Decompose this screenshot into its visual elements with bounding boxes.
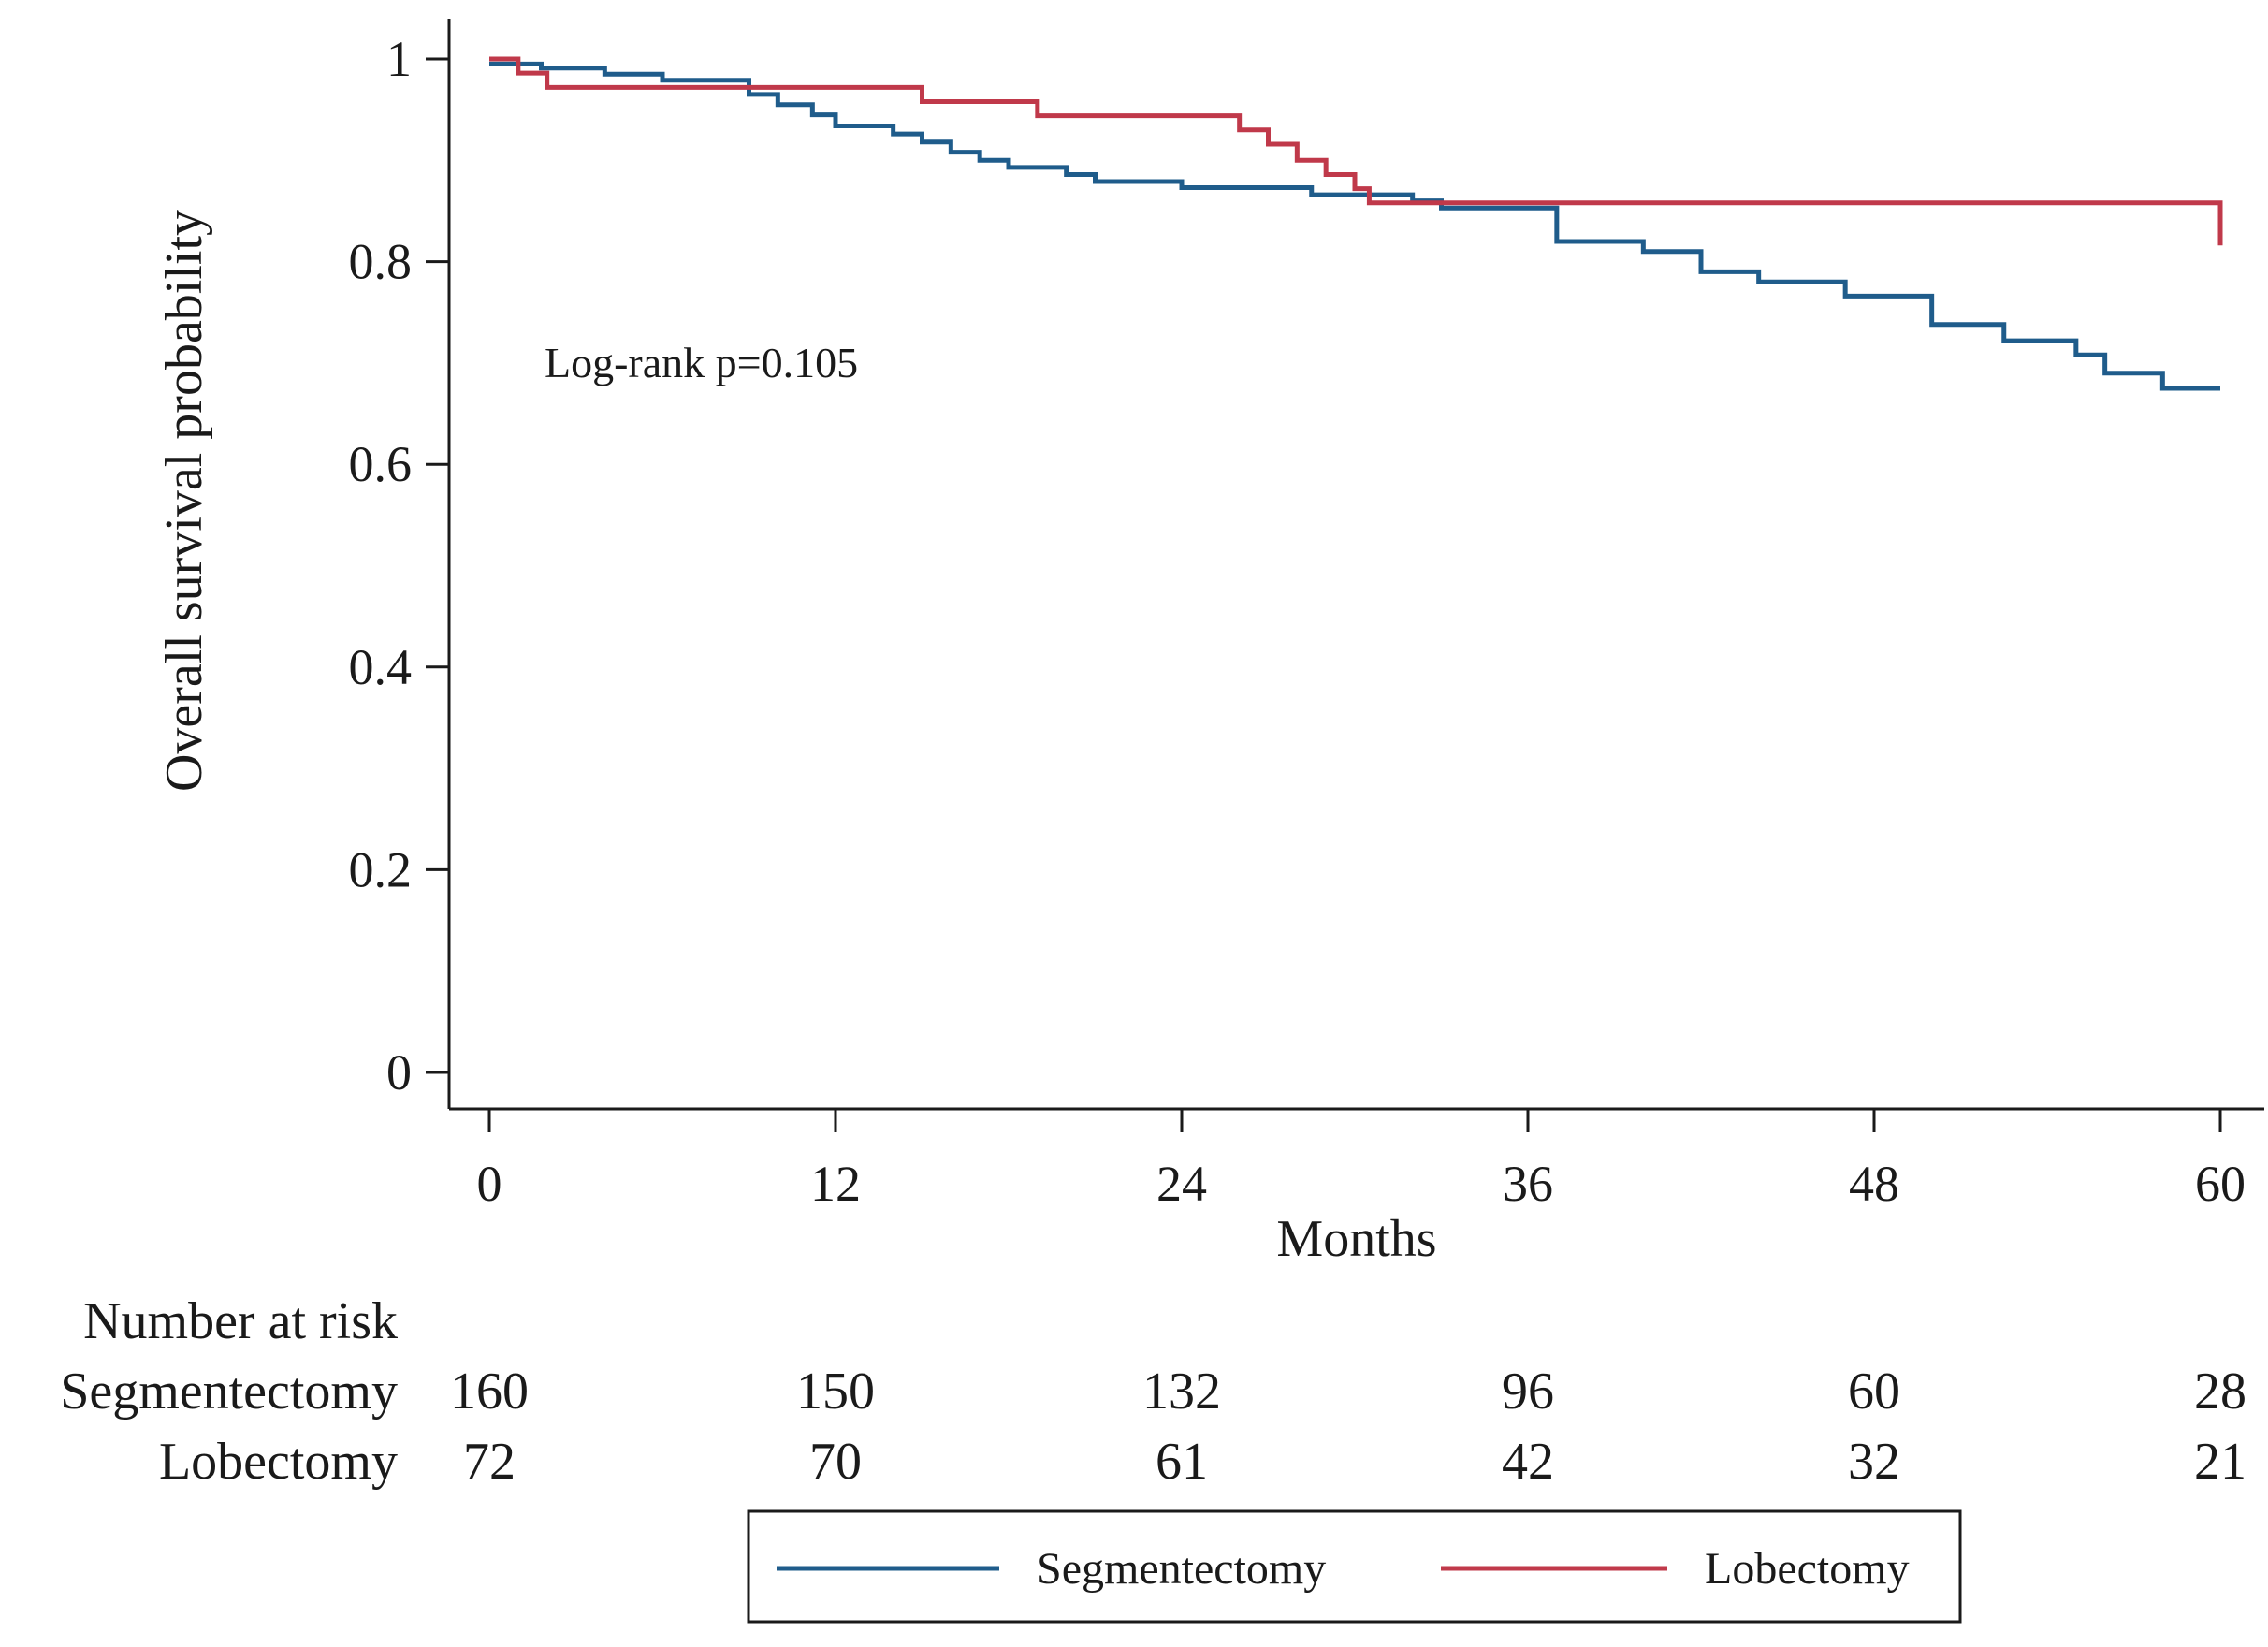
legend: Segmentectomy Lobectomy — [747, 1509, 1962, 1624]
x-tick-label: 0 — [477, 1156, 502, 1212]
risk-value: 28 — [2194, 1363, 2246, 1421]
risk-value: 160 — [450, 1363, 529, 1421]
risk-table-header: Number at risk — [83, 1292, 398, 1350]
y-axis-label: Overall survival probability — [155, 210, 213, 792]
risk-value: 21 — [2194, 1433, 2246, 1491]
series-line-segmentectomy — [489, 61, 2220, 391]
x-axis-label: Months — [1276, 1210, 1436, 1268]
risk-value: 132 — [1142, 1363, 1221, 1421]
series-line-lobectomy — [489, 56, 2223, 246]
y-tick-label: 0.2 — [349, 841, 413, 897]
y-tick-label: 0.4 — [349, 639, 413, 695]
y-tick-label: 0.6 — [349, 436, 413, 492]
risk-value: 96 — [1502, 1363, 1554, 1421]
risk-value: 70 — [809, 1433, 862, 1491]
y-tick-label: 0 — [386, 1044, 412, 1100]
axes — [447, 19, 2264, 1111]
series-layer — [489, 56, 2223, 391]
risk-value: 61 — [1156, 1433, 1208, 1491]
legend-label-segmentectomy: Segmentectomy — [1037, 1544, 1326, 1594]
x-ticks: 0 12 24 36 48 60 — [477, 1109, 2246, 1212]
risk-table: Number at risk Segmentectomy Lobectomy 1… — [60, 1292, 2246, 1491]
x-tick-label: 12 — [810, 1156, 861, 1212]
legend-label-lobectomy: Lobectomy — [1705, 1544, 1910, 1594]
x-tick-label: 48 — [1849, 1156, 1899, 1212]
risk-value: 42 — [1502, 1433, 1554, 1491]
risk-value: 72 — [463, 1433, 516, 1491]
risk-row-label-lobectomy: Lobectomy — [159, 1433, 398, 1491]
x-tick-label: 60 — [2195, 1156, 2246, 1212]
x-tick-label: 36 — [1503, 1156, 1553, 1212]
logrank-annotation: Log-rank p=0.105 — [545, 339, 858, 386]
y-tick-label: 0.8 — [349, 234, 413, 290]
risk-values: 160 150 132 96 60 28 72 70 61 42 32 21 — [450, 1363, 2246, 1491]
y-ticks: 0 0.2 0.4 0.6 0.8 1 — [349, 31, 449, 1100]
risk-value: 150 — [796, 1363, 875, 1421]
risk-value: 32 — [1848, 1433, 1900, 1491]
risk-value: 60 — [1848, 1363, 1900, 1421]
x-tick-label: 24 — [1156, 1156, 1207, 1212]
y-tick-label: 1 — [386, 31, 412, 87]
risk-row-label-segmentectomy: Segmentectomy — [60, 1363, 398, 1421]
